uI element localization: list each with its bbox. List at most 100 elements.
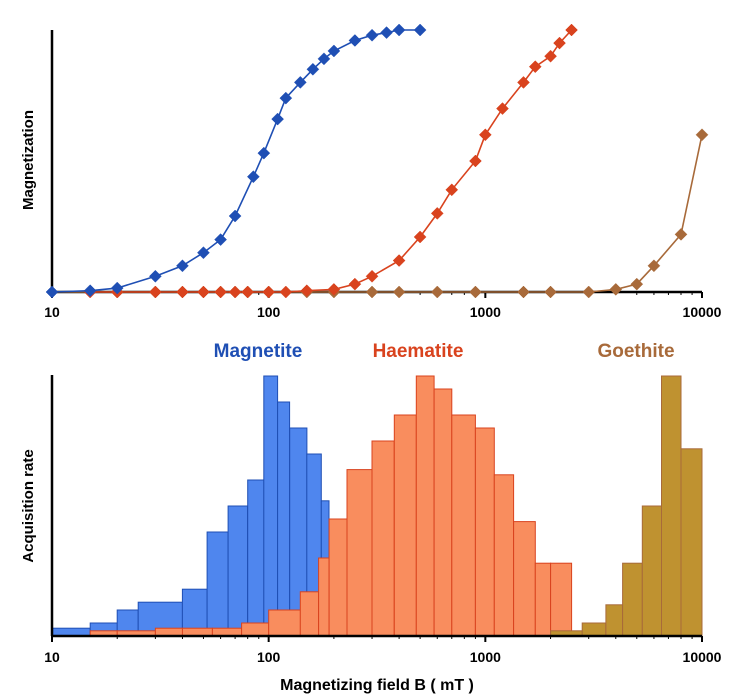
magnetization-curve-panel: Magnetization 10 100 1000 10000 bbox=[20, 23, 722, 320]
bottom-x-ticks: 10 100 1000 10000 bbox=[44, 636, 722, 665]
data-point-haematite bbox=[445, 183, 459, 197]
data-point-haematite bbox=[496, 102, 509, 115]
data-point-magnetite bbox=[110, 281, 124, 295]
bar-haematite bbox=[433, 388, 453, 637]
series-line-goethite bbox=[52, 134, 703, 293]
bar-haematite bbox=[299, 591, 320, 637]
data-point-haematite bbox=[565, 23, 578, 37]
series-magnetite bbox=[45, 23, 427, 299]
legend: Magnetite Haematite Goethite bbox=[214, 341, 675, 362]
data-point-haematite bbox=[365, 269, 379, 283]
bar-goethite bbox=[605, 604, 624, 637]
bar-magnetite bbox=[206, 531, 229, 637]
data-point-magnetite bbox=[365, 28, 379, 42]
data-point-magnetite bbox=[317, 52, 331, 66]
data-point-magnetite bbox=[279, 91, 293, 105]
data-point-magnetite bbox=[392, 23, 406, 37]
x-tick-label: 10 bbox=[44, 649, 60, 665]
bar-haematite bbox=[393, 414, 417, 637]
bar-haematite bbox=[451, 414, 476, 637]
x-tick-label: 1000 bbox=[470, 304, 501, 320]
data-point-haematite bbox=[262, 285, 276, 299]
data-point-haematite bbox=[176, 285, 189, 299]
bottom-y-axis-label: Acquisition rate bbox=[20, 449, 37, 562]
legend-haematite: Haematite bbox=[373, 341, 464, 362]
x-tick-label: 1000 bbox=[470, 649, 501, 665]
data-point-magnetite bbox=[214, 233, 227, 246]
x-tick-label: 10 bbox=[44, 304, 60, 320]
data-point-goethite bbox=[392, 285, 406, 299]
data-point-goethite bbox=[695, 128, 709, 142]
data-point-haematite bbox=[327, 283, 341, 296]
data-point-magnetite bbox=[380, 26, 393, 39]
bar-haematite bbox=[415, 375, 435, 637]
data-point-haematite bbox=[478, 128, 492, 142]
data-point-goethite bbox=[647, 259, 661, 273]
data-point-haematite bbox=[553, 36, 566, 50]
bar-haematite bbox=[534, 562, 552, 637]
data-point-magnetite bbox=[257, 146, 271, 160]
top-x-ticks: 10 100 1000 10000 bbox=[44, 292, 722, 320]
x-tick-label: 100 bbox=[257, 649, 281, 665]
legend-goethite: Goethite bbox=[597, 341, 674, 362]
series-haematite bbox=[83, 23, 578, 299]
data-point-haematite bbox=[348, 277, 362, 291]
bar-haematite bbox=[346, 469, 373, 637]
x-tick-label: 10000 bbox=[683, 304, 722, 320]
data-point-goethite bbox=[517, 285, 530, 299]
data-point-haematite bbox=[544, 49, 557, 63]
data-point-haematite bbox=[300, 284, 314, 298]
data-point-goethite bbox=[365, 285, 379, 299]
bars-haematite bbox=[89, 375, 573, 637]
x-tick-label: 10000 bbox=[683, 649, 722, 665]
data-point-haematite bbox=[469, 154, 482, 168]
data-point-magnetite bbox=[228, 209, 242, 223]
bar-magnetite bbox=[247, 479, 265, 637]
data-point-haematite bbox=[528, 60, 542, 74]
data-point-magnetite bbox=[306, 62, 320, 76]
data-point-goethite bbox=[609, 283, 623, 296]
bar-haematite bbox=[268, 609, 301, 637]
data-point-haematite bbox=[392, 254, 406, 267]
bar-haematite bbox=[493, 474, 515, 637]
data-point-goethite bbox=[582, 285, 596, 299]
data-point-magnetite bbox=[271, 112, 284, 126]
bar-goethite bbox=[680, 448, 703, 637]
data-point-magnetite bbox=[176, 259, 189, 273]
data-point-goethite bbox=[469, 285, 482, 299]
bar-haematite bbox=[550, 562, 573, 637]
data-point-magnetite bbox=[83, 284, 97, 298]
data-point-magnetite bbox=[327, 44, 341, 58]
bar-goethite bbox=[622, 562, 643, 637]
data-point-haematite bbox=[279, 285, 293, 299]
bar-magnetite bbox=[277, 401, 291, 637]
data-point-goethite bbox=[430, 285, 444, 299]
data-point-magnetite bbox=[413, 23, 427, 37]
legend-magnetite: Magnetite bbox=[214, 341, 303, 362]
bar-haematite bbox=[513, 521, 536, 637]
bar-haematite bbox=[241, 622, 270, 637]
bottom-x-axis-label: Magnetizing field B ( mT ) bbox=[280, 677, 474, 694]
bar-haematite bbox=[328, 518, 348, 637]
data-point-haematite bbox=[197, 285, 210, 299]
data-point-haematite bbox=[413, 230, 427, 244]
top-y-axis-label: Magnetization bbox=[20, 110, 37, 210]
x-tick-label: 100 bbox=[257, 304, 281, 320]
data-point-haematite bbox=[228, 285, 242, 299]
data-point-haematite bbox=[517, 76, 530, 89]
bar-magnetite bbox=[227, 505, 249, 637]
series-line-magnetite bbox=[51, 29, 421, 293]
data-point-haematite bbox=[149, 285, 162, 299]
data-point-goethite bbox=[544, 285, 557, 299]
data-point-magnetite bbox=[197, 246, 210, 260]
data-point-magnetite bbox=[247, 170, 260, 184]
series-line-haematite bbox=[90, 29, 573, 293]
data-point-haematite bbox=[241, 285, 255, 299]
data-point-goethite bbox=[630, 277, 644, 291]
bar-haematite bbox=[474, 427, 495, 637]
bottom-series-group bbox=[51, 375, 703, 637]
top-series-group bbox=[45, 23, 709, 299]
bar-goethite bbox=[661, 375, 682, 637]
data-point-goethite bbox=[674, 228, 688, 241]
bar-goethite bbox=[581, 622, 607, 637]
